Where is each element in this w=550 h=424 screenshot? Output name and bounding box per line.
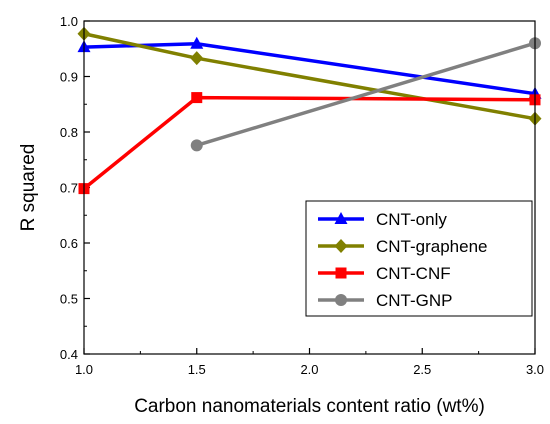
- series-line-cnt-only: [83, 42, 536, 96]
- x-tick-label: 1.5: [188, 362, 206, 377]
- axis-ticks: 1.0 1.5 2.0 2.5 3.0 0.4 0.5 0.6 0.7 0.8 0.9 1.0: [60, 14, 544, 377]
- data-point-cnt-cnf: [191, 92, 203, 104]
- legend-label-cnt-gnp: CNT-GNP: [376, 291, 453, 310]
- y-tick-label: 0.4: [60, 347, 78, 362]
- y-tick-label: 0.9: [60, 70, 78, 85]
- legend-marker-cnt-graphene: [334, 239, 348, 253]
- plot-frame: [83, 20, 536, 355]
- y-tick-label: 1.0: [60, 14, 78, 29]
- legend-label-cnt-graphene: CNT-graphene: [376, 237, 488, 256]
- legend-label-cnt-cnf: CNT-CNF: [376, 264, 451, 283]
- legend-marker-cnt-only: [334, 212, 348, 224]
- data-point-cnt-only: [190, 36, 204, 49]
- y-tick-label: 0.5: [60, 292, 78, 307]
- legend-label-cnt-only: CNT-only: [376, 210, 447, 229]
- y-tick-label: 0.6: [60, 236, 78, 251]
- series-layer: [77, 26, 542, 195]
- x-tick-label: 1.0: [75, 362, 93, 377]
- y-tick-label: 0.8: [60, 125, 78, 140]
- series-line-cnt-gnp: [196, 41, 536, 147]
- x-tick-label: 2.5: [413, 362, 431, 377]
- data-point-cnt-graphene: [190, 51, 204, 66]
- x-tick-label: 2.0: [300, 362, 318, 377]
- legend-marker-cnt-gnp: [335, 294, 347, 306]
- x-tick-label: 3.0: [526, 362, 544, 377]
- x-axis-title: Carbon nanomaterials content ratio (wt%): [134, 396, 485, 417]
- legend: CNT-only CNT-graphene CNT-CNF CNT-GNP: [305, 200, 533, 317]
- y-tick-label: 0.7: [60, 181, 78, 196]
- series-cnt-gnp: [190, 37, 541, 152]
- data-point-cnt-gnp: [190, 139, 203, 152]
- legend-marker-cnt-cnf: [335, 267, 347, 279]
- y-axis-title: R squared: [18, 144, 39, 232]
